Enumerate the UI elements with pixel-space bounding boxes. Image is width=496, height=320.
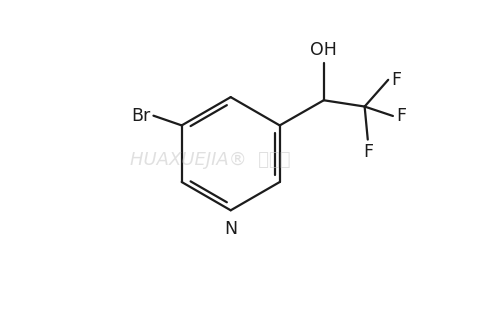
Text: F: F bbox=[363, 143, 373, 161]
Text: F: F bbox=[396, 107, 406, 125]
Text: HUAXUEJIA®  化学加: HUAXUEJIA® 化学加 bbox=[130, 151, 291, 169]
Text: OH: OH bbox=[310, 41, 337, 59]
Text: Br: Br bbox=[131, 107, 150, 125]
Text: F: F bbox=[391, 71, 401, 89]
Text: N: N bbox=[224, 220, 237, 238]
